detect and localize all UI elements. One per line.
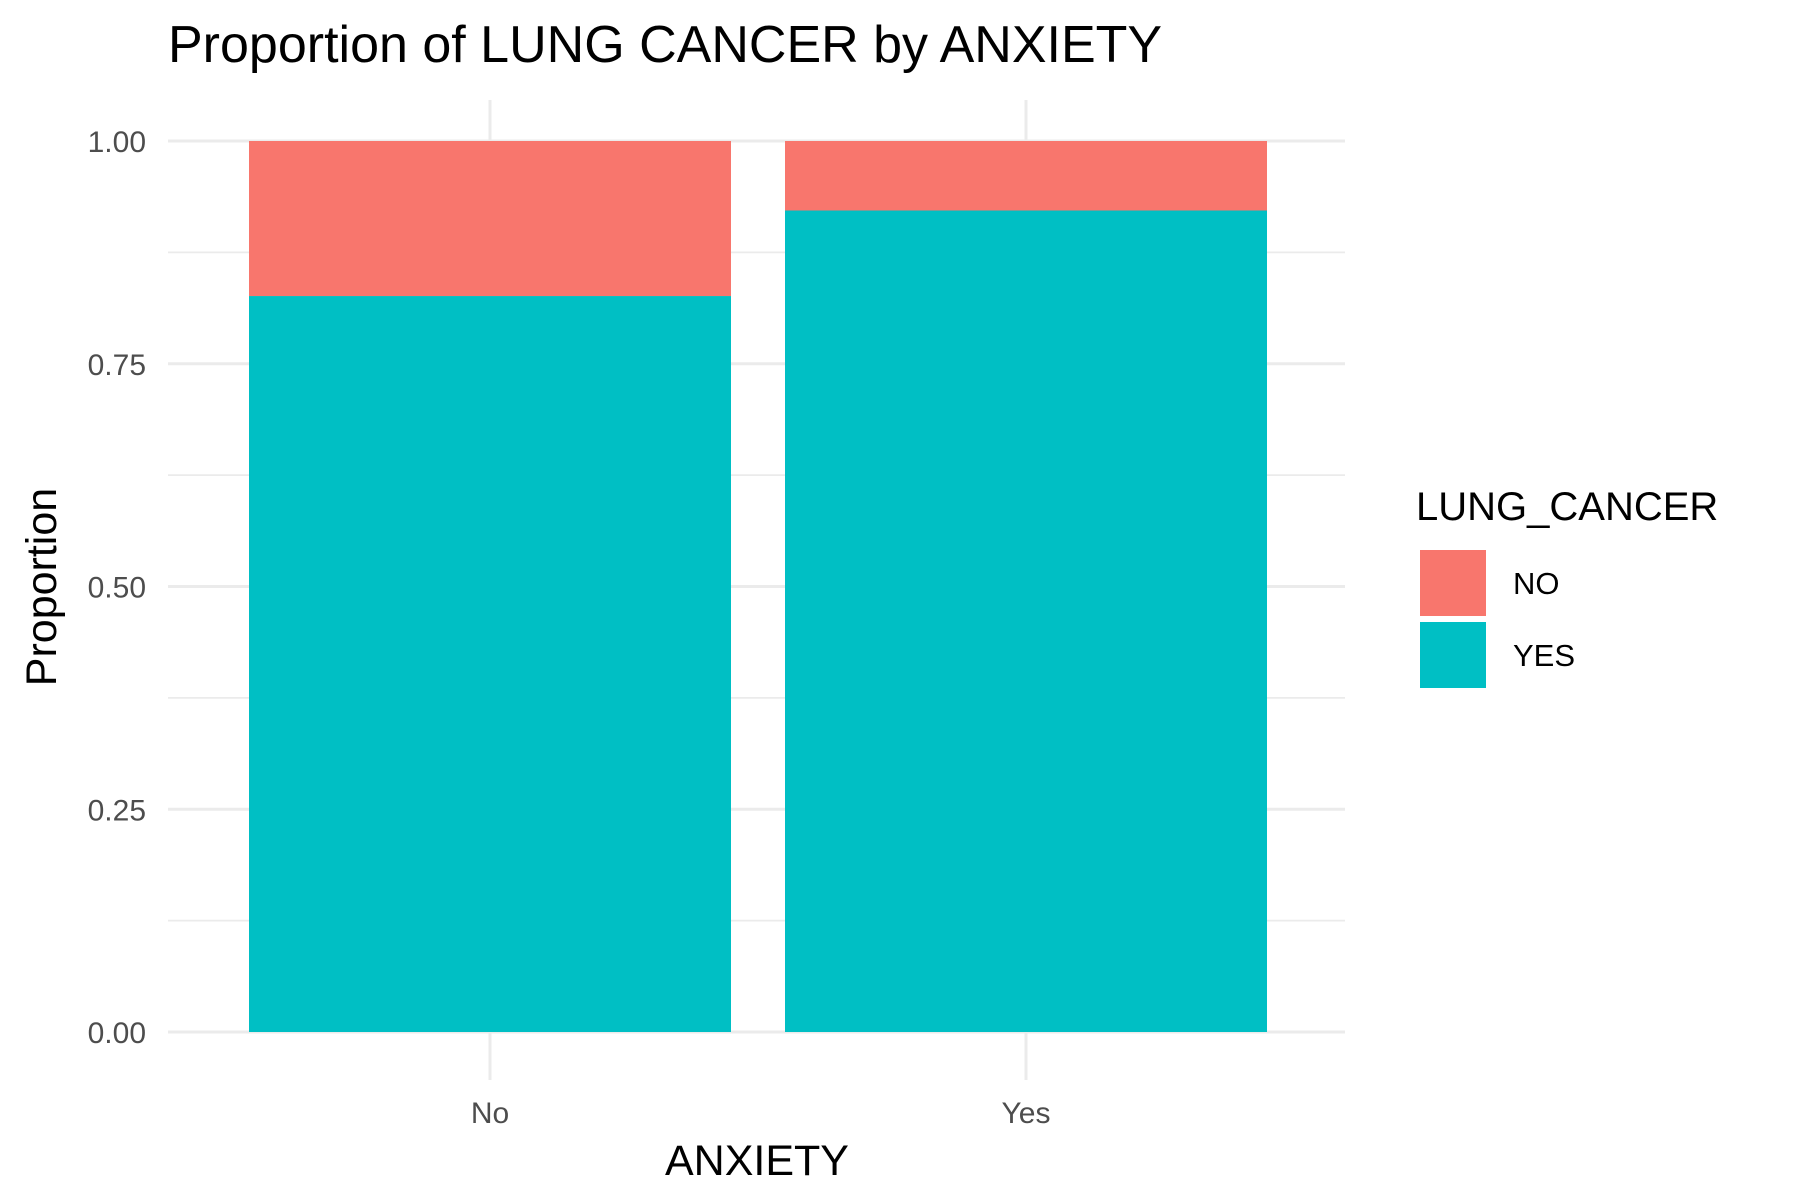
- chart-title: Proportion of LUNG CANCER by ANXIETY: [168, 16, 1162, 74]
- bar-yes-no: [785, 141, 1267, 211]
- bars: [249, 141, 1267, 1033]
- y-tick-label: 0.00: [88, 1017, 146, 1050]
- plot-panel: 0.00 0.25 0.50 0.75 1.00 No Yes: [88, 100, 1345, 1130]
- x-tick-label: Yes: [1002, 1097, 1051, 1130]
- legend-label-yes: YES: [1513, 638, 1575, 673]
- legend-title: LUNG_CANCER: [1416, 485, 1718, 529]
- x-axis-title: ANXIETY: [665, 1137, 849, 1185]
- bar-no-no: [249, 141, 731, 297]
- y-tick-label: 0.50: [88, 572, 146, 605]
- x-tick-label: No: [471, 1097, 509, 1130]
- legend: LUNG_CANCER NO YES: [1416, 485, 1718, 688]
- bar-yes-yes: [785, 210, 1267, 1033]
- y-tick-label: 0.25: [88, 794, 146, 827]
- legend-label-no: NO: [1513, 566, 1560, 601]
- y-axis-title: Proportion: [18, 488, 66, 686]
- legend-key-yes: [1420, 622, 1486, 688]
- y-tick-labels: 0.00 0.25 0.50 0.75 1.00: [88, 126, 146, 1050]
- legend-key-no: [1420, 550, 1486, 616]
- y-tick-label: 1.00: [88, 126, 146, 159]
- y-tick-label: 0.75: [88, 349, 146, 382]
- legend-items: NO YES: [1420, 550, 1575, 688]
- bar-no-yes: [249, 296, 731, 1032]
- x-tick-labels: No Yes: [471, 1097, 1051, 1130]
